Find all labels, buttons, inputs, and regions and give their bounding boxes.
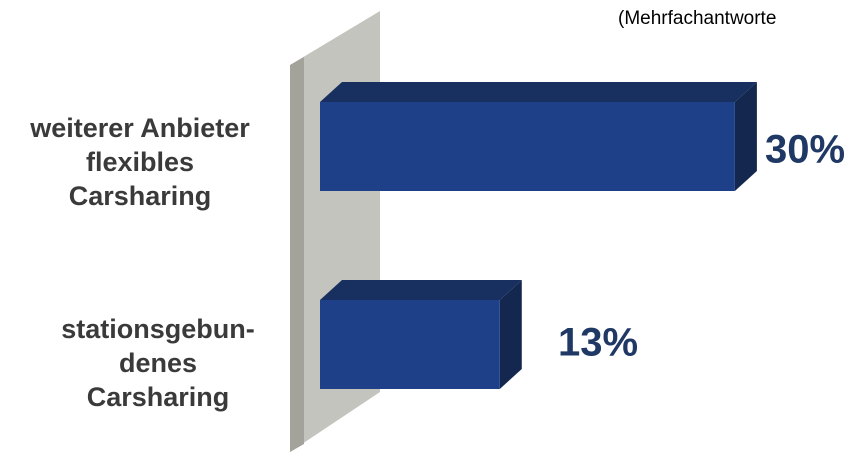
category-label-1-line-1: weiterer Anbieter [30,113,250,143]
bar-1-side [734,82,757,191]
category-label-2-line-1: stationsgebun- [61,314,255,344]
category-label-1: weiterer Anbieter flexibles Carsharing [5,111,275,213]
bar-1 [320,102,735,191]
category-label-2-line-2: denes [118,348,198,378]
value-label-2: 13% [558,321,638,365]
value-label-1: 30% [765,128,845,172]
chart-note: (Mehrfachantworte [618,8,777,29]
category-label-1-line-2: flexibles [85,147,195,177]
bar-2 [320,300,500,389]
category-label-1-line-3: Carsharing [68,181,212,211]
category-label-2: stationsgebun- denes Carsharing [23,312,293,414]
bar-2-top [320,280,522,300]
category-label-2-line-3: Carsharing [86,382,230,412]
bar-2-side [499,280,522,389]
back-wall [290,57,304,452]
bar-1-top [320,82,757,102]
